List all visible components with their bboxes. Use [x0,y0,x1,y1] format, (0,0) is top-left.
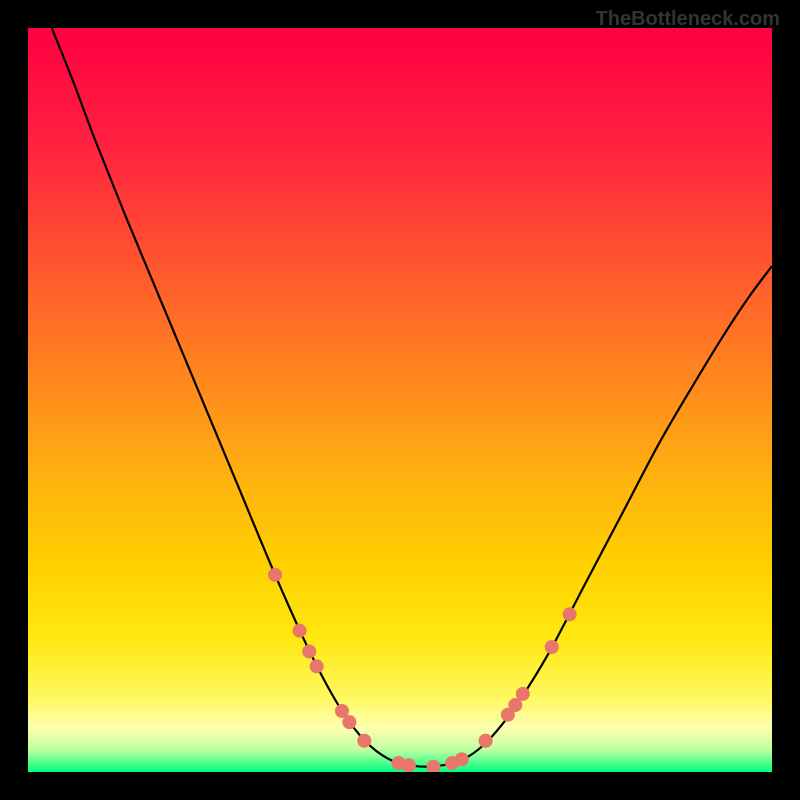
data-marker [293,624,307,638]
data-marker [563,607,577,621]
data-marker [479,734,493,748]
data-marker [310,659,324,673]
plot-area [28,28,772,772]
data-marker [516,687,530,701]
data-marker [426,760,440,772]
data-marker [402,758,416,772]
data-marker [455,752,469,766]
data-markers [268,568,577,772]
data-marker [545,640,559,654]
curve-layer [28,28,772,772]
data-marker [342,715,356,729]
data-marker [268,568,282,582]
data-marker [302,644,316,658]
watermark-text: TheBottleneck.com [596,8,780,31]
bottleneck-curve [52,28,772,767]
data-marker [357,734,371,748]
